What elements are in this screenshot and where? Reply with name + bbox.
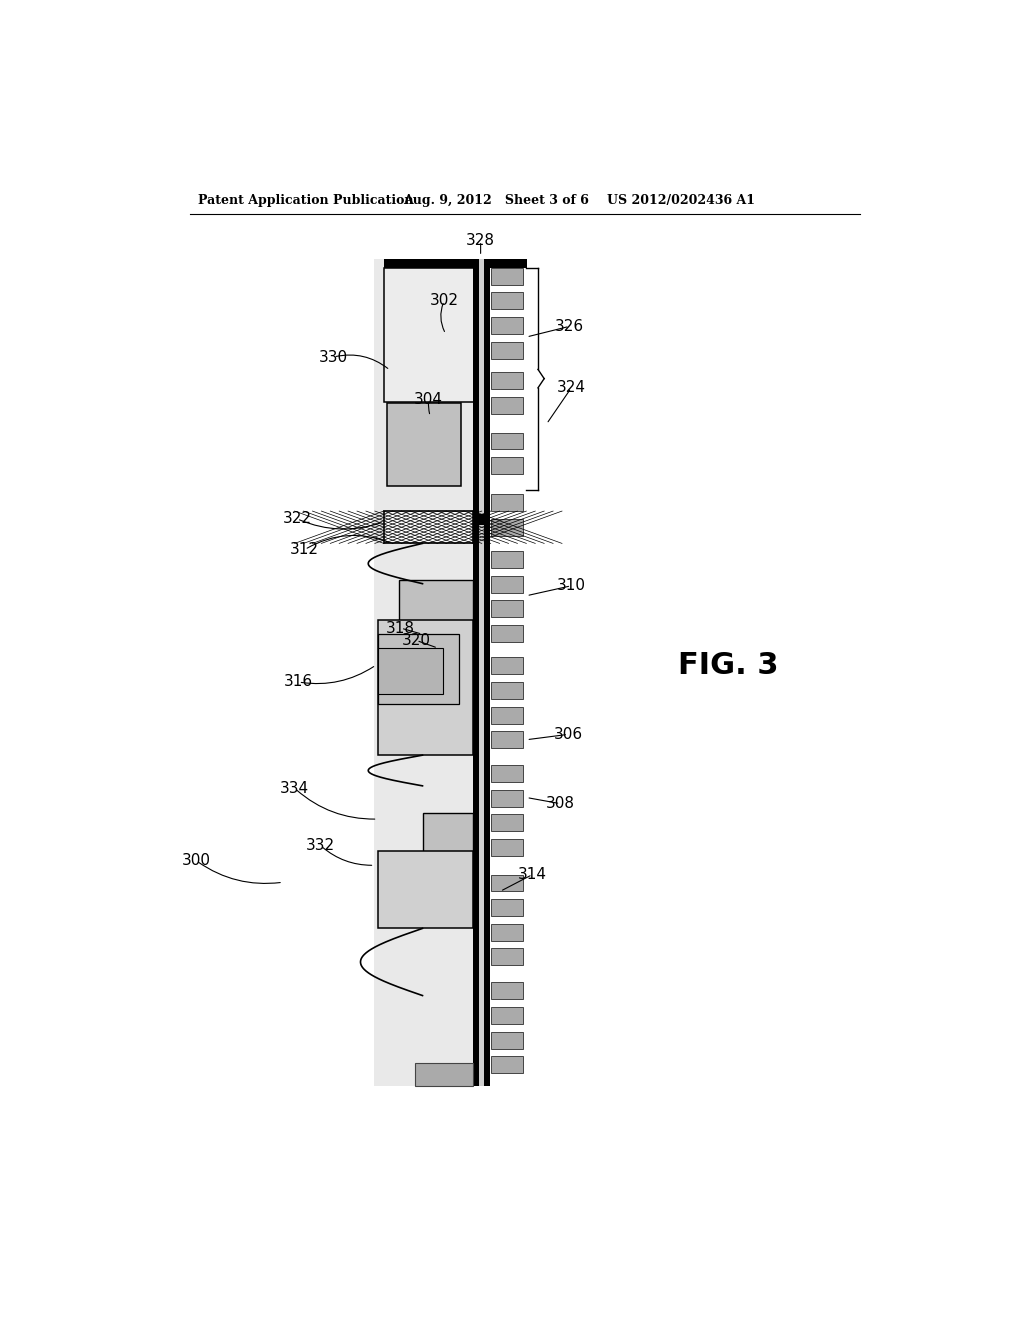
Bar [490, 682, 523, 700]
Bar [490, 924, 523, 941]
Bar [490, 342, 523, 359]
Bar [490, 268, 523, 285]
Bar [490, 397, 523, 414]
Bar [483, 259, 489, 1086]
Bar [375, 259, 489, 1086]
Text: 312: 312 [290, 543, 319, 557]
Text: 306: 306 [554, 727, 583, 742]
Text: Aug. 9, 2012   Sheet 3 of 6: Aug. 9, 2012 Sheet 3 of 6 [403, 194, 589, 207]
Bar [473, 259, 479, 1086]
Bar [387, 404, 461, 486]
Text: 316: 316 [284, 675, 313, 689]
Bar [490, 293, 523, 309]
Text: 310: 310 [557, 578, 586, 593]
Bar [490, 814, 523, 832]
Bar [378, 620, 473, 755]
Bar [384, 268, 480, 403]
Text: 308: 308 [546, 796, 574, 812]
Text: US 2012/0202436 A1: US 2012/0202436 A1 [607, 194, 755, 207]
Bar [490, 552, 523, 568]
Text: 300: 300 [181, 853, 211, 869]
Text: 330: 330 [318, 350, 348, 364]
Text: 322: 322 [283, 511, 311, 527]
Bar [378, 851, 473, 928]
Bar [490, 519, 523, 536]
Bar [490, 840, 523, 857]
Bar [378, 635, 459, 704]
Bar [423, 813, 473, 855]
Bar [490, 731, 523, 748]
Text: 304: 304 [414, 392, 443, 407]
Bar [490, 1007, 523, 1024]
Bar [490, 433, 523, 449]
Bar [490, 982, 523, 999]
Bar [490, 601, 523, 618]
Bar [490, 457, 523, 474]
Text: 314: 314 [518, 867, 547, 882]
Bar [490, 576, 523, 593]
Bar [490, 1056, 523, 1073]
Text: 332: 332 [305, 838, 335, 853]
Text: Patent Application Publication: Patent Application Publication [198, 194, 414, 207]
Text: 326: 326 [555, 318, 585, 334]
Text: 328: 328 [466, 234, 496, 248]
Bar [490, 372, 523, 389]
Bar [384, 259, 527, 268]
Bar [490, 657, 523, 675]
Text: 324: 324 [557, 380, 586, 396]
Bar [490, 948, 523, 965]
Bar [479, 259, 483, 1086]
Bar [490, 899, 523, 916]
Bar [474, 515, 483, 525]
Bar [490, 766, 523, 781]
Bar [378, 648, 443, 694]
Text: 334: 334 [280, 780, 309, 796]
Text: FIG. 3: FIG. 3 [678, 651, 779, 680]
Bar [490, 494, 523, 511]
Bar [490, 874, 523, 891]
Bar [415, 1063, 473, 1086]
Bar [490, 317, 523, 334]
Bar [490, 789, 523, 807]
Text: 302: 302 [430, 293, 459, 309]
Bar [490, 706, 523, 723]
Bar [490, 1032, 523, 1048]
Bar [384, 511, 473, 544]
Text: 318: 318 [386, 620, 416, 636]
Text: 320: 320 [401, 632, 431, 648]
Bar [399, 581, 473, 623]
Bar [490, 626, 523, 642]
